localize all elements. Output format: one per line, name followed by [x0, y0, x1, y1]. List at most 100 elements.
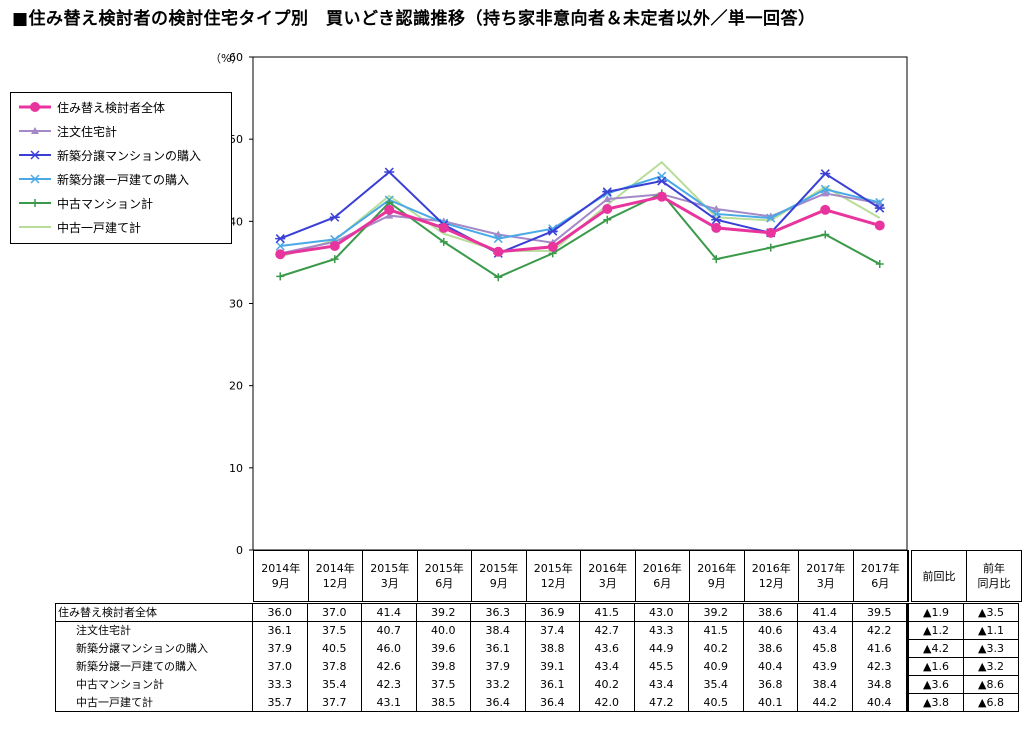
prev-header: 前回比 — [911, 550, 967, 602]
data-point — [875, 260, 884, 269]
column-header: 2016年 3月 — [580, 550, 636, 602]
table-cell: 35.4 — [307, 675, 362, 694]
table-cell: 40.5 — [688, 693, 744, 712]
y-tick-label: 50 — [229, 133, 243, 146]
table-cell: 43.9 — [797, 657, 853, 676]
legend-label: 中古一戸建て計 — [57, 220, 142, 235]
series-2 — [275, 167, 885, 258]
table-cell: 42.3 — [852, 657, 908, 676]
data-point — [874, 203, 885, 213]
data-point — [821, 189, 830, 197]
legend-swatch — [19, 174, 51, 184]
column-header: 2017年 3月 — [798, 550, 854, 602]
table-cell: 36.9 — [525, 603, 580, 622]
table-cell: 35.4 — [688, 675, 744, 694]
data-point — [493, 246, 504, 257]
data-table: 住み替え検討者全体 36.0 37.0 41.4 39.2 36.3 36.9 41.5 43.… — [55, 603, 1019, 712]
data-point — [30, 174, 40, 184]
data-point — [493, 234, 503, 244]
data-point — [275, 234, 286, 244]
data-point — [712, 205, 721, 213]
table-cell: 38.6 — [743, 603, 798, 622]
data-point — [30, 150, 40, 160]
prev-change: ▲1.9 — [908, 603, 964, 622]
table-row: 住み替え検討者全体 36.0 37.0 41.4 39.2 36.3 36.9 41.5 43.… — [55, 603, 1019, 622]
table-cell: 35.7 — [252, 693, 308, 712]
data-point — [820, 169, 831, 179]
legend-label: 新築分譲マンションの購入 — [57, 148, 202, 163]
y-tick-label: 60 — [229, 51, 243, 64]
yoy-change: ▲1.1 — [963, 621, 1019, 640]
data-point — [602, 187, 613, 197]
data-point — [602, 204, 613, 215]
legend-item: 中古一戸建て計 — [17, 217, 141, 237]
table-cell: 47.2 — [634, 693, 689, 712]
table-cell: 37.9 — [252, 639, 308, 658]
series-0 — [275, 191, 885, 260]
data-point — [765, 227, 776, 238]
y-tick-label: 10 — [229, 462, 243, 475]
data-point — [711, 222, 722, 233]
table-cell: 40.4 — [743, 657, 798, 676]
yoy-change: ▲3.2 — [963, 657, 1019, 676]
table-cell: 33.3 — [252, 675, 308, 694]
table-cell: 38.4 — [797, 675, 853, 694]
table-cell: 40.4 — [852, 693, 908, 712]
data-point — [656, 176, 667, 186]
prev-change: ▲3.8 — [908, 693, 964, 712]
data-point — [329, 212, 340, 222]
column-header: 2017年 6月 — [852, 550, 909, 602]
y-tick-label: 0 — [236, 544, 243, 557]
data-point — [712, 255, 721, 264]
legend-label: 中古マンション計 — [57, 196, 154, 211]
plot-area — [252, 56, 908, 551]
table-cell: 40.0 — [416, 621, 471, 640]
row-label: 新築分譲マンションの購入 — [55, 639, 253, 658]
table-cell: 45.5 — [634, 657, 689, 676]
table-cell: 36.1 — [252, 621, 308, 640]
table-cell: 37.8 — [307, 657, 362, 676]
table-cell: 41.4 — [797, 603, 853, 622]
data-point — [275, 249, 286, 260]
column-header: 2016年 9月 — [689, 550, 745, 602]
column-header: 2015年 9月 — [471, 550, 527, 602]
table-row: 新築分譲マンションの購入 37.9 40.5 46.0 39.6 36.1 38.8 43.6… — [55, 639, 1019, 658]
table-cell: 40.5 — [307, 639, 362, 658]
y-axis-unit: （%） — [210, 52, 242, 65]
yoy-change: ▲8.6 — [963, 675, 1019, 694]
prev-change: ▲1.2 — [908, 621, 964, 640]
data-point — [494, 273, 503, 282]
row-label: 新築分譲一戸建ての購入 — [55, 657, 253, 676]
data-point — [31, 127, 39, 134]
legend-label: 新築分譲一戸建ての購入 — [57, 172, 190, 187]
table-cell: 43.4 — [579, 657, 635, 676]
data-point — [874, 220, 885, 231]
legend-item: 中古マンション計 — [17, 193, 153, 213]
table-cell: 45.8 — [797, 639, 853, 658]
table-cell: 40.9 — [688, 657, 744, 676]
table-cell: 39.8 — [416, 657, 471, 676]
table-cell: 40.2 — [688, 639, 744, 658]
table-cell: 37.5 — [307, 621, 362, 640]
y-tick-label: 30 — [229, 298, 243, 311]
table-cell: 39.1 — [525, 657, 580, 676]
yoy-change: ▲3.3 — [963, 639, 1019, 658]
data-point — [603, 195, 612, 203]
table-cell: 36.4 — [470, 693, 526, 712]
data-point — [711, 215, 722, 225]
table-row: 中古マンション計 33.3 35.4 42.3 37.5 33.2 36.1 40.2 43.4… — [55, 675, 1019, 694]
table-cell: 46.0 — [361, 639, 417, 658]
column-header: 2015年 12月 — [525, 550, 581, 602]
table-cell: 42.6 — [361, 657, 417, 676]
table-cell: 43.6 — [579, 639, 635, 658]
table-cell: 37.7 — [307, 693, 362, 712]
table-cell: 36.1 — [525, 675, 580, 694]
table-cell: 40.1 — [743, 693, 798, 712]
column-header: 2014年 12月 — [307, 550, 363, 602]
data-point — [329, 240, 340, 251]
legend-label: 住み替え検討者全体 — [57, 100, 166, 115]
yoy-change: ▲6.8 — [963, 693, 1019, 712]
table-cell: 43.4 — [797, 621, 853, 640]
row-label: 注文住宅計 — [55, 621, 253, 640]
